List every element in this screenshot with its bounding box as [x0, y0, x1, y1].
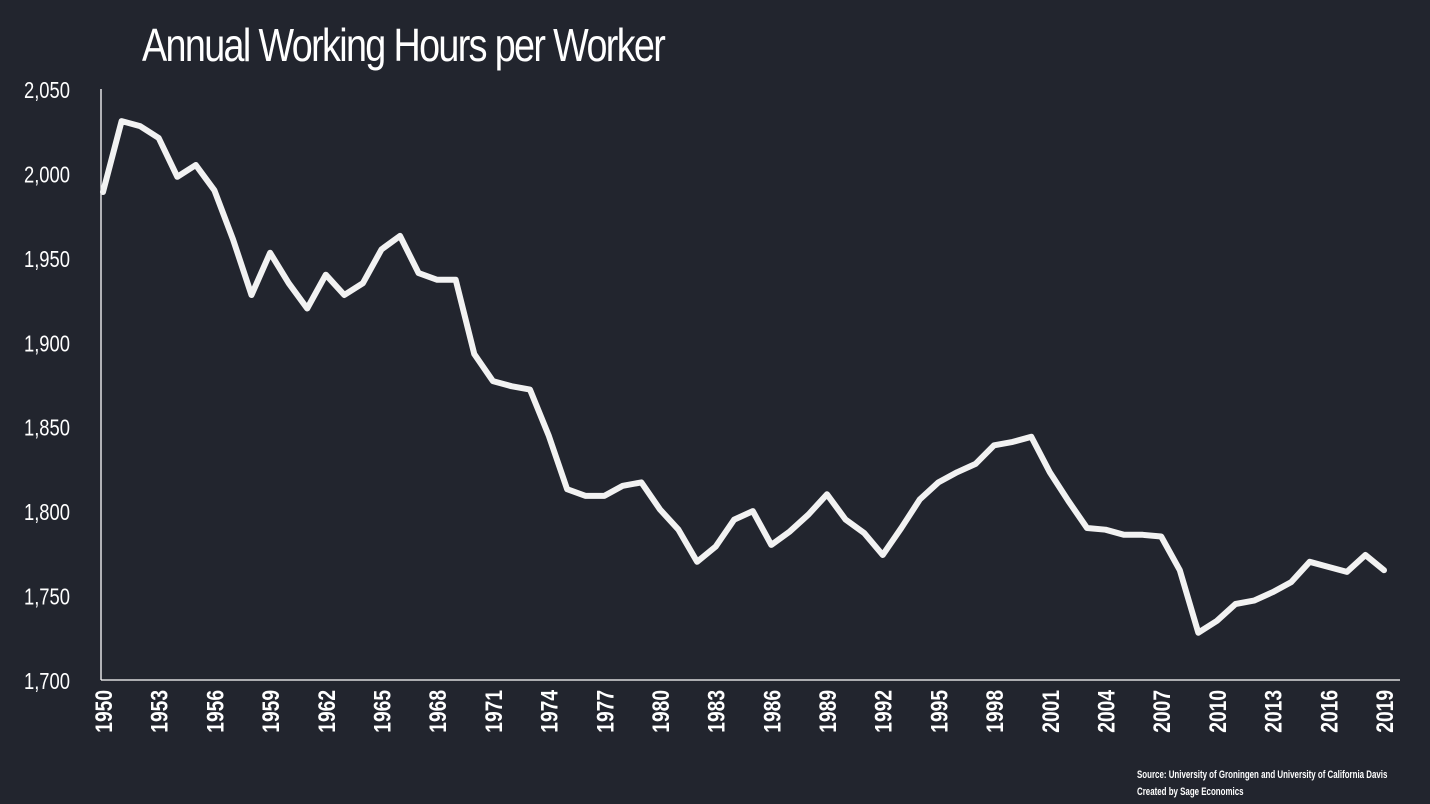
- y-tick-label: 1,900: [24, 331, 70, 356]
- y-tick-label: 1,850: [24, 416, 70, 441]
- x-tick-label: 2010: [1204, 690, 1232, 733]
- x-tick-label: 1983: [703, 690, 731, 733]
- x-tick-label: 1956: [201, 690, 229, 733]
- x-tick-label: 2013: [1260, 690, 1288, 733]
- x-tick-label: 2001: [1037, 690, 1065, 733]
- x-tick-label: 1989: [814, 690, 842, 733]
- x-tick-label: 1950: [90, 690, 118, 733]
- x-tick-label: 1971: [480, 690, 508, 733]
- x-tick-label: 1977: [591, 690, 619, 733]
- series-line: [100, 118, 1387, 636]
- y-tick-label: 1,700: [24, 669, 70, 694]
- x-tick-label: 2016: [1315, 690, 1343, 733]
- credit-note: Created by Sage Economics: [1137, 786, 1244, 798]
- y-tick-label: 1,750: [24, 585, 70, 610]
- x-tick-label: 1965: [368, 690, 396, 733]
- x-axis: 1950 1953 1956 1959 1962 1965 1968 1971 1974 1977…: [90, 679, 1400, 733]
- x-tick-label: 1968: [424, 690, 452, 733]
- x-tick-label: 1974: [535, 690, 563, 733]
- x-tick-label: 1962: [313, 690, 341, 733]
- x-tick-label: 1959: [257, 690, 285, 733]
- y-tick-label: 1,800: [24, 500, 70, 525]
- y-axis: 1,700 1,750 1,800 1,850 1,900 1,950 2,000 2,050: [24, 78, 102, 695]
- chart-title: Annual Working Hours per Worker: [142, 19, 666, 71]
- x-tick-label: 2004: [1092, 690, 1120, 733]
- x-tick-label: 2019: [1371, 690, 1399, 733]
- x-tick-label: 2007: [1148, 690, 1176, 733]
- y-tick-label: 2,050: [24, 78, 70, 103]
- x-tick-label: 1995: [925, 690, 953, 733]
- source-note: Source: University of Groningen and Univ…: [1137, 769, 1388, 781]
- x-tick-label: 1953: [146, 690, 174, 733]
- x-tick-label: 1986: [758, 690, 786, 733]
- y-tick-label: 1,950: [24, 247, 70, 272]
- y-tick-label: 2,000: [24, 163, 70, 188]
- x-tick-label: 1992: [870, 690, 898, 733]
- x-tick-label: 1998: [981, 690, 1009, 733]
- x-tick-label: 1980: [647, 690, 675, 733]
- series-layer: [100, 118, 1387, 636]
